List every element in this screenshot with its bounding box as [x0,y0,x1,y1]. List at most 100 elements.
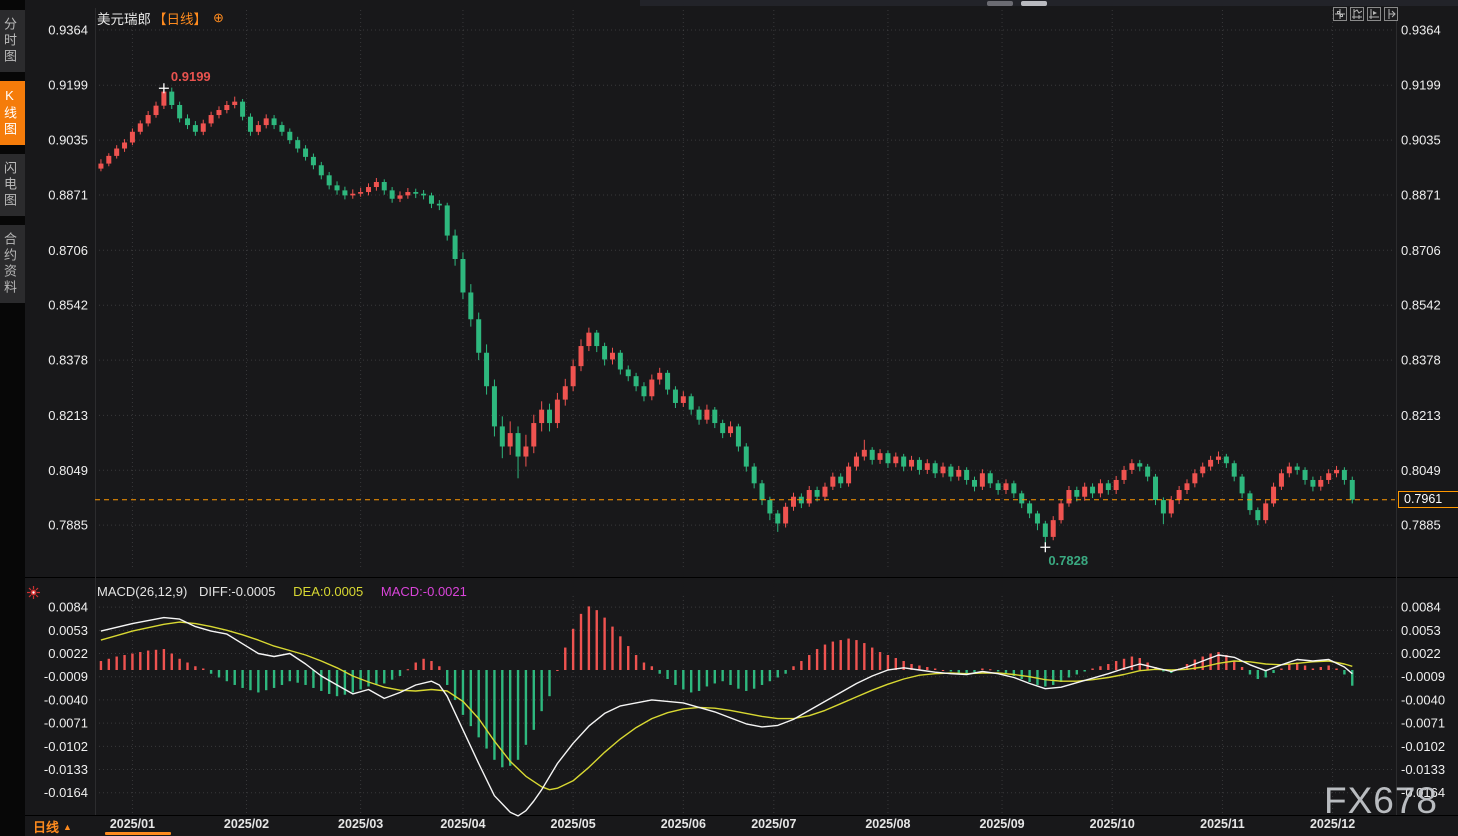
candle-body [334,185,340,191]
period-selector[interactable]: 日线 ▲ [33,817,72,836]
horizontal-scrollbar-handle[interactable] [105,832,171,835]
macd-histogram-bar [469,670,473,727]
candle-body [633,376,639,387]
macd-histogram-bar [831,641,835,670]
macd-histogram-bar [383,670,386,684]
candle-body [712,409,718,424]
chart-toolbar [1333,7,1398,21]
candle-body [436,203,442,206]
macd-histogram-bar [146,650,150,670]
macd-histogram-bar [304,670,307,685]
dock-right-icon[interactable] [1384,7,1398,21]
macd-histogram-bar [1091,668,1094,670]
candle-body [570,366,576,387]
candle-body [161,91,167,106]
macd-histogram-bar [178,658,181,670]
candle-body [476,319,482,353]
pan-crosshair-icon[interactable] [1333,7,1347,21]
candle-body [350,193,356,196]
price-axis-label-right: 0.8049 [1401,463,1441,478]
macd-histogram-bar [737,670,740,689]
macd-histogram-bar [1130,656,1134,670]
candle-body [869,449,875,460]
macd-histogram-bar [1044,670,1047,687]
candle-body [1294,466,1300,470]
price-axis-label-left: 0.8542 [48,298,88,313]
macd-axis-label-right: 0.0084 [1401,600,1441,615]
candle-body [1027,503,1033,514]
scrollbar-fragment-dark [987,1,1013,6]
macd-histogram-bar [123,655,126,670]
candle-body [303,148,309,157]
macd-histogram-bar [1256,670,1260,679]
macd-histogram-bar [957,670,960,673]
sidebar-item-candlestick-chart[interactable]: K线图 [0,81,25,145]
marker-scale-icon[interactable] [1367,7,1381,21]
macd-histogram-bar [320,670,323,691]
x-axis-month-label: 2025/02 [224,817,269,831]
candle-body [956,469,962,477]
macd-axis-label-right: -0.0071 [1401,716,1445,731]
candle-body [122,142,128,149]
candle-body [649,379,655,397]
candle-body [783,506,789,524]
macd-histogram-bar [1201,656,1204,670]
candle-body [1231,463,1237,477]
triangle-up-icon: ▲ [63,822,72,832]
sidebar-item-contract-info[interactable]: 合约资料 [0,225,25,303]
candle-body [1326,473,1332,480]
candle-body [185,118,191,126]
macd-axis-label-right: -0.0040 [1401,692,1445,707]
macd-histogram-bar [280,670,284,685]
macd-axis-label-right: -0.0009 [1401,669,1445,684]
macd-dea-value: DEA:0.0005 [293,584,364,599]
candle-body [1097,483,1103,494]
symbol-settings-icon[interactable]: ⊕ [213,10,224,25]
macd-histogram-bar [902,661,905,670]
candle-body [657,372,663,380]
macd-histogram-bar [973,670,976,673]
candle-body [381,181,387,191]
macd-histogram-bar [792,666,795,670]
candle-body [531,423,537,447]
candle-body [1255,510,1261,521]
candle-body [216,110,222,116]
candle-body [1318,479,1324,487]
macd-histogram-bar [949,670,953,672]
macd-histogram-bar [996,670,1000,672]
macd-histogram-bar [1122,658,1126,670]
macd-axis-label-left: -0.0133 [44,762,88,777]
sidebar-item-lightning-chart[interactable]: 闪电图 [0,154,25,216]
macd-histogram-bar [800,661,803,670]
macd-histogram-bar [430,661,433,670]
candle-body [948,466,954,477]
candle-body [444,205,450,236]
candle-body [641,386,647,397]
macd-histogram-bar [1114,661,1118,670]
price-scale-icon[interactable] [1350,7,1364,21]
candle-body [1263,503,1269,521]
candle-body [696,409,702,420]
candle-body [1129,463,1135,470]
candle-body [885,453,891,464]
candle-body [129,131,135,143]
x-axis-month-label: 2025/08 [865,817,910,831]
candle-body [1058,503,1064,521]
macd-histogram-bar [99,661,103,670]
macd-histogram-bar [933,668,937,670]
macd-histogram-bar [265,670,268,691]
sidebar-item-timeshare-chart[interactable]: 分时图 [0,10,25,72]
candle-body [295,140,301,149]
candle-body [208,115,214,124]
candle-body [326,175,332,186]
macd-histogram-bar [501,670,504,768]
macd-settings-icon[interactable] [27,586,40,604]
macd-histogram-bar [1335,668,1338,670]
macd-histogram-bar [721,670,724,682]
macd-histogram-bar [619,636,622,670]
candle-body [460,259,466,293]
candle-body [1192,473,1198,484]
x-axis-month-label: 2025/11 [1200,817,1245,831]
macd-histogram-bar [1343,670,1346,675]
